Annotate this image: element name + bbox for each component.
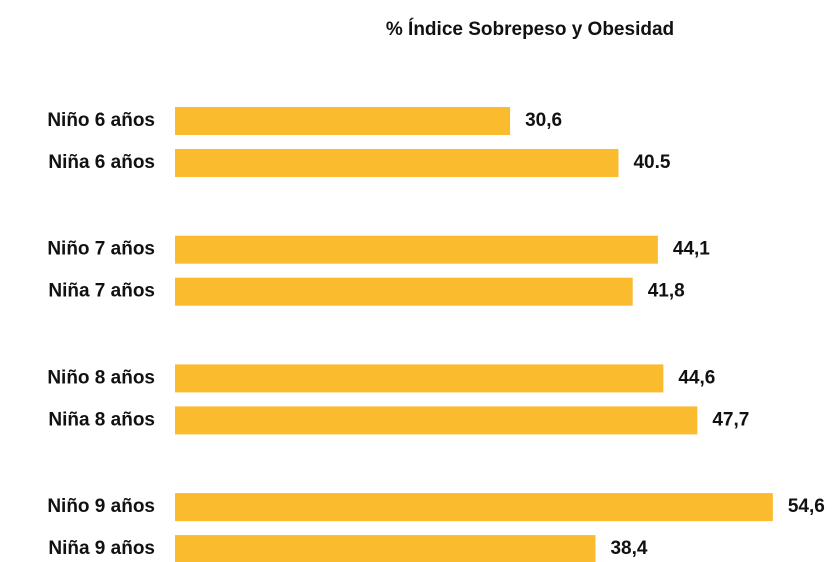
- value-label: 38,4: [610, 538, 647, 559]
- category-label: Niño 8 años: [47, 367, 155, 388]
- bar: [175, 149, 619, 177]
- value-label: 41,8: [648, 281, 685, 302]
- value-label: 54,6: [788, 496, 825, 517]
- bar: [175, 107, 511, 135]
- value-label: 44,1: [673, 239, 710, 260]
- bar: [175, 406, 698, 435]
- chart-title: % Índice Sobrepeso y Obesidad: [386, 18, 674, 40]
- value-label: 40.5: [633, 152, 670, 173]
- value-label: 30,6: [525, 110, 562, 131]
- category-label: Niño 9 años: [47, 496, 155, 517]
- bar: [175, 235, 658, 264]
- bar: [175, 535, 596, 562]
- category-label: Niña 7 años: [48, 281, 155, 302]
- category-label: Niña 9 años: [48, 538, 155, 559]
- bar: [175, 493, 773, 522]
- category-label: Niña 8 años: [48, 409, 155, 430]
- category-label: Niño 7 años: [47, 239, 155, 260]
- value-label: 44,6: [678, 367, 715, 388]
- category-label: Niño 6 años: [47, 110, 155, 131]
- bar: [175, 277, 633, 306]
- category-label: Niña 6 años: [48, 152, 155, 173]
- value-label: 47,7: [712, 409, 749, 430]
- bar: [175, 364, 664, 393]
